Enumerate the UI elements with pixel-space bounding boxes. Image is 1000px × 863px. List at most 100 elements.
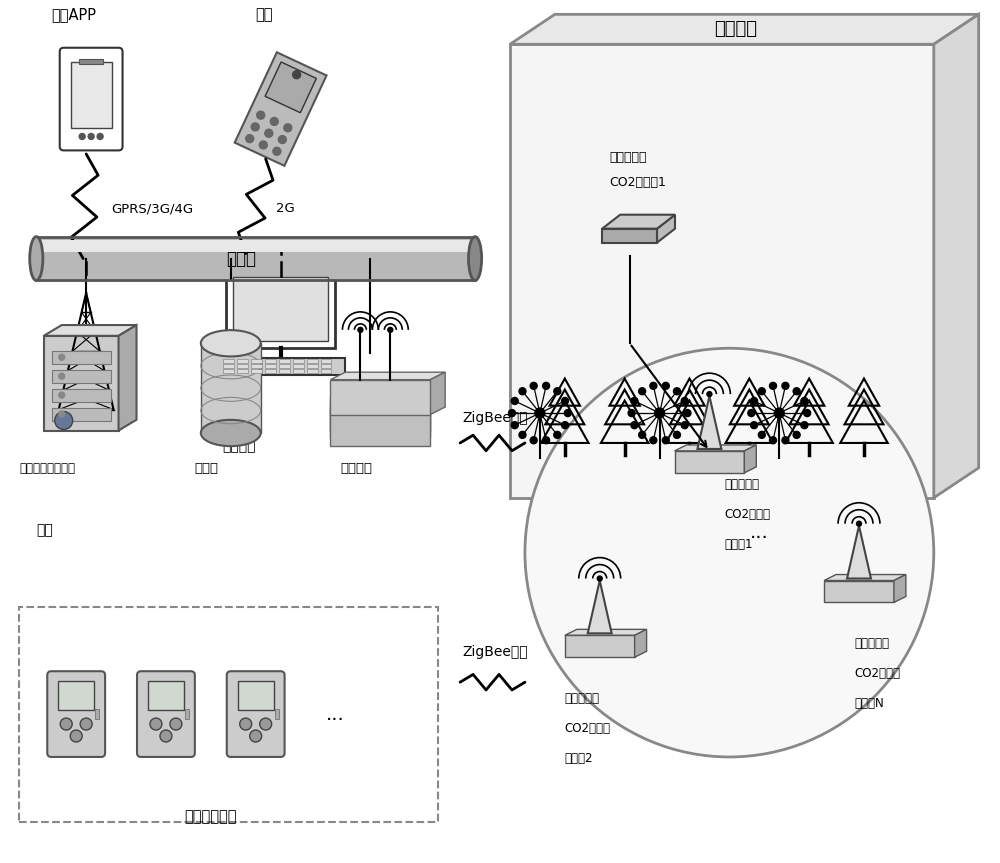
Circle shape (758, 387, 765, 394)
Polygon shape (894, 575, 906, 602)
Text: 待校准修正: 待校准修正 (565, 692, 600, 705)
Bar (52, 407, 111, 420)
Circle shape (59, 411, 65, 417)
Circle shape (655, 408, 665, 418)
Circle shape (554, 387, 561, 394)
Bar (320, 364, 331, 369)
Text: CO2浓度传: CO2浓度传 (565, 722, 611, 735)
Circle shape (639, 432, 646, 438)
Text: 手机APP: 手机APP (51, 7, 96, 22)
Circle shape (508, 410, 515, 417)
Bar (237, 369, 248, 373)
Circle shape (751, 422, 758, 429)
Text: 汇聚终端: 汇聚终端 (340, 462, 372, 475)
Circle shape (150, 718, 162, 730)
Bar (320, 359, 331, 363)
Bar (36, 236, 475, 280)
Circle shape (388, 327, 393, 332)
Polygon shape (330, 372, 445, 380)
Text: 工作电脑: 工作电脑 (223, 439, 256, 453)
Bar (275, 709, 279, 719)
Text: 以太网: 以太网 (226, 249, 256, 268)
Circle shape (265, 129, 273, 137)
Bar (293, 369, 304, 373)
Bar (58, 681, 94, 710)
Circle shape (564, 410, 571, 417)
Circle shape (525, 349, 934, 757)
Polygon shape (657, 215, 675, 243)
Circle shape (246, 135, 254, 142)
Bar (330, 412, 430, 446)
Text: 短信: 短信 (256, 7, 273, 22)
Bar (307, 369, 318, 373)
Ellipse shape (30, 236, 43, 280)
Circle shape (270, 117, 278, 125)
Bar (44, 336, 119, 431)
Circle shape (650, 382, 657, 389)
Bar (510, 44, 934, 498)
Bar (201, 343, 261, 433)
Circle shape (793, 432, 800, 438)
Circle shape (554, 432, 561, 438)
Bar (237, 359, 248, 363)
Bar (95, 709, 99, 719)
Bar (265, 364, 276, 369)
Circle shape (59, 373, 65, 379)
Bar (293, 364, 304, 369)
Text: CO2浓度传: CO2浓度传 (724, 507, 770, 520)
Text: ZigBee网络: ZigBee网络 (462, 411, 528, 425)
Circle shape (650, 437, 657, 444)
Circle shape (782, 382, 789, 389)
Circle shape (751, 398, 758, 405)
Circle shape (758, 432, 765, 438)
Circle shape (857, 521, 861, 526)
Text: 校准修正装置: 校准修正装置 (185, 809, 237, 823)
Bar (79, 59, 103, 64)
FancyBboxPatch shape (137, 671, 195, 757)
Polygon shape (430, 372, 445, 414)
Circle shape (804, 410, 811, 417)
Text: CO2浓度传: CO2浓度传 (854, 667, 900, 680)
Text: GPRS/3G/4G: GPRS/3G/4G (111, 202, 193, 215)
Text: 待校准修正: 待校准修正 (854, 638, 889, 651)
Bar (279, 369, 290, 373)
Circle shape (240, 718, 252, 730)
Polygon shape (697, 396, 721, 449)
Bar (52, 350, 111, 363)
Bar (19, 608, 438, 822)
Circle shape (707, 392, 712, 397)
Circle shape (170, 718, 182, 730)
Circle shape (273, 148, 281, 155)
Polygon shape (675, 445, 756, 451)
Bar (293, 359, 304, 363)
Circle shape (681, 422, 688, 429)
Circle shape (59, 392, 65, 398)
Circle shape (284, 123, 292, 132)
Polygon shape (588, 581, 612, 633)
Circle shape (801, 398, 808, 405)
Bar (307, 364, 318, 369)
Circle shape (774, 408, 784, 418)
Circle shape (70, 730, 82, 742)
Circle shape (79, 134, 85, 140)
Circle shape (530, 382, 537, 389)
Circle shape (543, 382, 550, 389)
Circle shape (80, 718, 92, 730)
Text: 数据库: 数据库 (195, 462, 219, 475)
Bar (52, 369, 111, 382)
Circle shape (55, 412, 73, 430)
Circle shape (259, 141, 267, 149)
Bar (675, 451, 744, 473)
Bar (307, 359, 318, 363)
Circle shape (562, 422, 569, 429)
Circle shape (60, 718, 72, 730)
Text: ...: ... (326, 704, 345, 723)
Bar (251, 364, 262, 369)
Bar (223, 369, 234, 373)
Bar (265, 359, 276, 363)
Text: CO2传感器1: CO2传感器1 (610, 176, 667, 189)
Circle shape (681, 398, 688, 405)
Circle shape (628, 410, 635, 417)
Polygon shape (44, 325, 137, 336)
Circle shape (662, 437, 669, 444)
